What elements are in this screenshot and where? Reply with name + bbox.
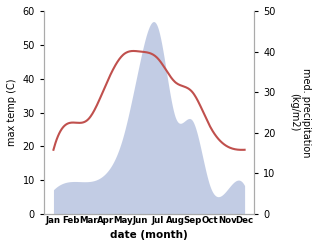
Y-axis label: max temp (C): max temp (C)	[7, 79, 17, 146]
X-axis label: date (month): date (month)	[110, 230, 188, 240]
Y-axis label: med. precipitation
(kg/m2): med. precipitation (kg/m2)	[289, 68, 311, 157]
